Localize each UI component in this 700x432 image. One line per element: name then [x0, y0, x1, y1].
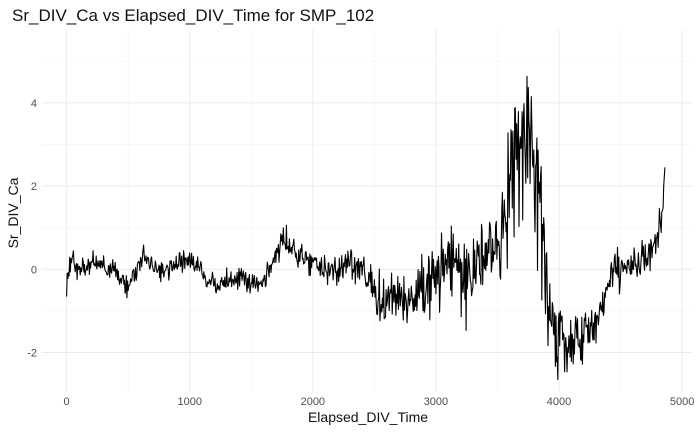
- x-axis-title: Elapsed_DIV_Time: [308, 409, 428, 425]
- x-tick-label: 2000: [301, 396, 325, 408]
- chart-title: Sr_DIV_Ca vs Elapsed_DIV_Time for SMP_10…: [12, 6, 374, 25]
- x-tick-label: 3000: [424, 396, 448, 408]
- series-line: [66, 75, 666, 381]
- y-axis: -2 0 2 4: [27, 98, 37, 360]
- y-tick-label: 2: [31, 181, 37, 193]
- x-tick-label: 4000: [547, 396, 571, 408]
- x-tick-label: 1000: [177, 396, 201, 408]
- x-tick-label: 0: [64, 396, 70, 408]
- y-tick-label: 0: [31, 264, 37, 276]
- x-tick-label: 5000: [670, 396, 694, 408]
- y-axis-title: Sr_DIV_Ca: [5, 177, 21, 248]
- y-tick-label: -2: [27, 347, 37, 359]
- y-tick-label: 4: [31, 98, 37, 110]
- x-axis: 0 1000 2000 3000 4000 5000: [64, 396, 695, 408]
